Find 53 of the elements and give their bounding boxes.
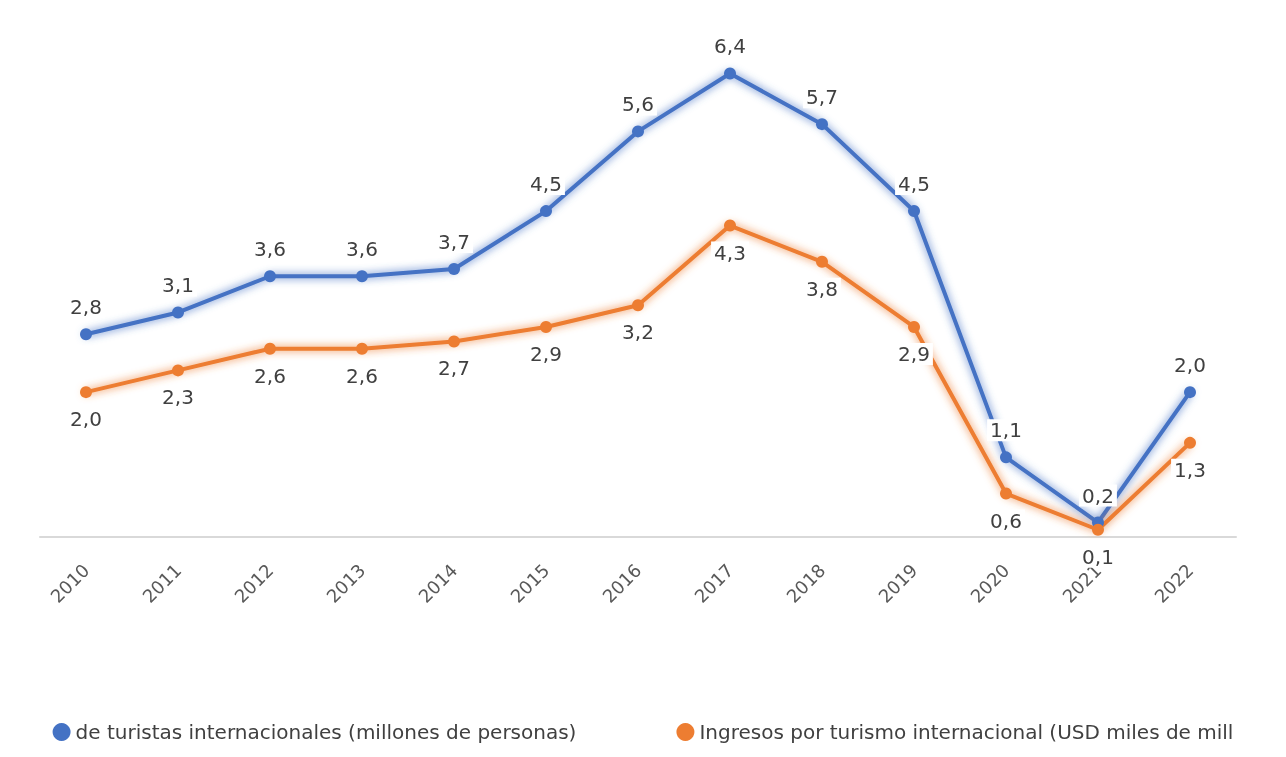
point bbox=[1184, 436, 1196, 449]
data-label: 4,3 bbox=[714, 240, 746, 265]
point bbox=[264, 270, 276, 283]
data-label: 3,2 bbox=[622, 320, 654, 345]
point bbox=[724, 219, 736, 232]
data-label: 2,6 bbox=[254, 363, 286, 388]
point bbox=[448, 263, 460, 276]
data-label: 6,4 bbox=[714, 34, 746, 59]
data-label: 2,9 bbox=[898, 341, 930, 366]
data-label: 0,2 bbox=[1082, 483, 1114, 508]
point bbox=[540, 320, 552, 333]
data-label: 3,1 bbox=[162, 273, 194, 298]
data-label: 2,9 bbox=[530, 341, 562, 366]
point bbox=[724, 67, 736, 80]
data-label: 1,1 bbox=[990, 418, 1022, 443]
point bbox=[632, 125, 644, 138]
data-label: 5,7 bbox=[806, 85, 838, 110]
point bbox=[448, 335, 460, 348]
point bbox=[172, 364, 184, 377]
data-label: 5,6 bbox=[622, 92, 654, 117]
data-label: 2,6 bbox=[346, 363, 378, 388]
data-label: 2,7 bbox=[438, 356, 470, 381]
point bbox=[264, 342, 276, 355]
point bbox=[1000, 487, 1012, 500]
data-label: 4,5 bbox=[530, 172, 562, 197]
point bbox=[540, 205, 552, 218]
data-label: 3,8 bbox=[806, 276, 838, 301]
data-label: 3,7 bbox=[438, 230, 470, 255]
data-label: 0,6 bbox=[990, 508, 1022, 533]
point bbox=[80, 386, 92, 399]
point bbox=[632, 299, 644, 312]
point bbox=[356, 270, 368, 283]
legend-label: Ingresos por turismo internacional (USD miles de mill bbox=[699, 720, 1234, 744]
point bbox=[172, 306, 184, 319]
point bbox=[1092, 523, 1104, 536]
data-label: 2,8 bbox=[70, 295, 102, 320]
data-label: 2,3 bbox=[162, 385, 194, 410]
data-label: 1,3 bbox=[1174, 457, 1206, 482]
point bbox=[816, 118, 828, 131]
point bbox=[908, 320, 920, 333]
point bbox=[356, 342, 368, 355]
point bbox=[80, 328, 92, 341]
point bbox=[816, 255, 828, 268]
point bbox=[1000, 451, 1012, 464]
legend-label: de turistas internacionales (millones de personas) bbox=[75, 720, 577, 744]
data-label: 0,1 bbox=[1082, 544, 1114, 569]
data-label: 2,0 bbox=[1174, 353, 1206, 378]
data-label: 2,0 bbox=[70, 407, 102, 432]
data-label: 4,5 bbox=[898, 172, 930, 197]
data-label: 3,6 bbox=[346, 237, 378, 262]
point bbox=[1184, 386, 1196, 399]
data-label: 3,6 bbox=[254, 237, 286, 262]
point bbox=[908, 205, 920, 218]
